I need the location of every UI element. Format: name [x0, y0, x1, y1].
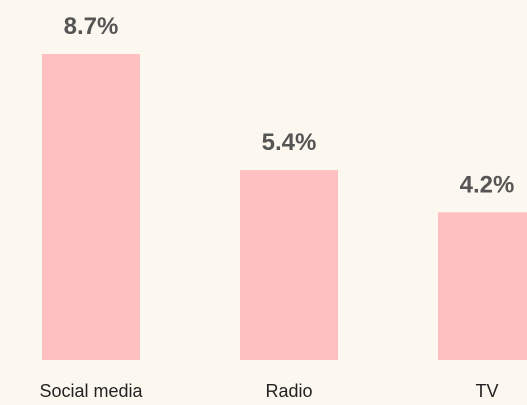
- x-tick-label: TV: [475, 381, 498, 401]
- value-label: 4.2%: [460, 171, 515, 198]
- bar: [42, 54, 140, 360]
- x-tick-label: Radio: [265, 381, 312, 401]
- value-label: 8.7%: [64, 13, 119, 40]
- value-label: 5.4%: [262, 129, 317, 156]
- bar: [438, 212, 527, 360]
- bar: [240, 170, 338, 360]
- x-tick-label: Social media: [39, 381, 143, 401]
